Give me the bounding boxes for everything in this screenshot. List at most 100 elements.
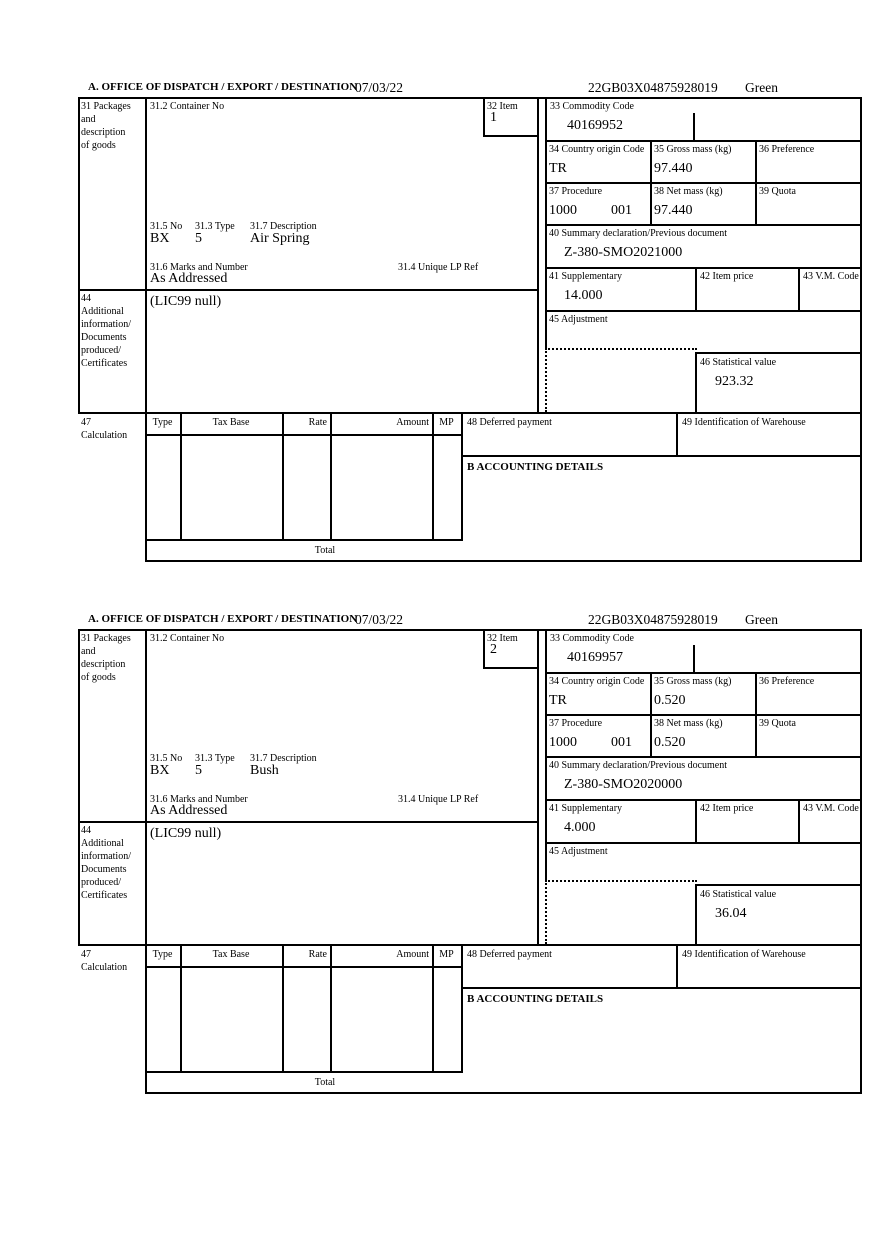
previous-document-value: Z-380-SMO2021000 <box>564 245 683 260</box>
quota-label: 39 Quota <box>759 186 796 197</box>
procedure-value: 1000 <box>549 735 577 750</box>
divider <box>798 267 800 310</box>
container-no-label: 31.2 Container No <box>150 101 225 112</box>
divider <box>461 412 463 541</box>
supplementary-value: 14.000 <box>564 288 603 303</box>
divider <box>78 629 80 944</box>
statistical-value-label: 46 Statistical value <box>700 357 777 368</box>
warehouse-identification-label: 49 Identification of Warehouse <box>682 417 806 428</box>
supplementary-value: 4.000 <box>564 820 596 835</box>
statistical-value: 923.32 <box>715 374 754 389</box>
marks-number-label: 31.6 Marks and Number <box>150 262 248 273</box>
divider <box>755 140 757 224</box>
divider <box>860 629 862 1094</box>
divider <box>695 352 862 354</box>
procedure-label: 37 Procedure <box>549 718 603 729</box>
divider <box>545 629 547 880</box>
tax-base-column-header: Tax Base <box>212 417 250 428</box>
divider <box>330 944 332 1073</box>
divider <box>78 944 862 946</box>
country-origin-value: TR <box>549 161 567 176</box>
net-mass-label: 38 Net mass (kg) <box>654 186 723 197</box>
item-block: A. OFFICE OF DISPATCH / EXPORT / DESTINA… <box>78 612 862 1094</box>
rate-column-header: Rate <box>308 949 327 960</box>
supplementary-label: 41 Supplementary <box>549 271 623 282</box>
divider <box>545 310 862 312</box>
divider <box>545 97 547 348</box>
adjustment-label: 45 Adjustment <box>549 846 608 857</box>
gross-mass-label: 35 Gross mass (kg) <box>654 144 732 155</box>
divider <box>461 455 862 457</box>
divider <box>78 821 539 823</box>
divider <box>693 113 695 140</box>
gross-mass-value: 97.440 <box>654 161 693 176</box>
calculation-label: 47 Calculation <box>81 949 128 973</box>
divider <box>483 135 539 137</box>
divider <box>695 352 697 412</box>
divider <box>537 97 539 412</box>
net-mass-value: 0.520 <box>654 735 686 750</box>
divider <box>545 756 862 758</box>
dotted-divider <box>545 348 547 412</box>
package-no-value: BX <box>150 763 170 778</box>
commodity-code-label: 33 Commodity Code <box>550 101 634 112</box>
item-price-label: 42 Item price <box>700 803 754 814</box>
divider <box>695 267 697 310</box>
tax-type-column-header: Type <box>152 949 173 960</box>
country-origin-label: 34 Country origin Code <box>549 676 645 687</box>
packages-description-label: 31 Packages and description of goods <box>81 633 131 683</box>
divider <box>545 714 862 716</box>
item-box-label: 32 Item <box>487 101 518 112</box>
marks-number-value: As Addressed <box>150 271 228 286</box>
divider <box>545 182 862 184</box>
declaration-date: 07/03/22 <box>355 612 404 627</box>
package-no-value: BX <box>150 231 170 246</box>
supplementary-label: 41 Supplementary <box>549 803 623 814</box>
tax-base-column-header: Tax Base <box>212 949 250 960</box>
previous-document-label: 40 Summary declaration/Previous document <box>549 228 728 239</box>
country-origin-label: 34 Country origin Code <box>549 144 645 155</box>
net-mass-label: 38 Net mass (kg) <box>654 718 723 729</box>
goods-description-value: Bush <box>250 763 279 778</box>
commodity-code-label: 33 Commodity Code <box>550 633 634 644</box>
divider <box>650 672 652 756</box>
unique-lp-ref-label: 31.4 Unique LP Ref <box>398 794 479 805</box>
declaration-reference: 22GB03X04875928019 <box>588 80 718 95</box>
package-type-value: 5 <box>195 231 202 246</box>
item-number-value: 1 <box>490 110 497 125</box>
divider <box>145 560 862 562</box>
procedure-qualifier-value: 001 <box>611 203 632 218</box>
procedure-qualifier-value: 001 <box>611 735 632 750</box>
divider <box>282 412 284 541</box>
gross-mass-label: 35 Gross mass (kg) <box>654 676 732 687</box>
preference-label: 36 Preference <box>759 676 815 687</box>
divider <box>145 1092 862 1094</box>
calculation-label: 47 Calculation <box>81 417 128 441</box>
amount-column-header: Amount <box>396 949 429 960</box>
procedure-label: 37 Procedure <box>549 186 603 197</box>
additional-information-label: 44 Additional information/ Documents pro… <box>81 825 131 901</box>
divider <box>483 667 539 669</box>
item-box-label: 32 Item <box>487 633 518 644</box>
commodity-code-value: 40169957 <box>567 650 623 665</box>
divider <box>483 97 485 135</box>
divider <box>145 539 462 541</box>
deferred-payment-label: 48 Deferred payment <box>467 949 552 960</box>
commodity-code-value: 40169952 <box>567 118 623 133</box>
previous-document-label: 40 Summary declaration/Previous document <box>549 760 728 771</box>
divider <box>693 645 695 672</box>
divider <box>695 799 697 842</box>
routing-status: Green <box>745 80 778 95</box>
item-price-label: 42 Item price <box>700 271 754 282</box>
item-block: A. OFFICE OF DISPATCH / EXPORT / DESTINA… <box>78 80 862 562</box>
description-label: 31.7 Description <box>250 753 317 764</box>
divider <box>78 97 862 99</box>
unique-lp-ref-label: 31.4 Unique LP Ref <box>398 262 479 273</box>
divider <box>180 944 182 1073</box>
total-label: Total <box>314 1077 336 1088</box>
adjustment-label: 45 Adjustment <box>549 314 608 325</box>
net-mass-value: 97.440 <box>654 203 693 218</box>
package-type-label: 31.3 Type <box>195 753 235 764</box>
divider <box>145 629 147 1094</box>
